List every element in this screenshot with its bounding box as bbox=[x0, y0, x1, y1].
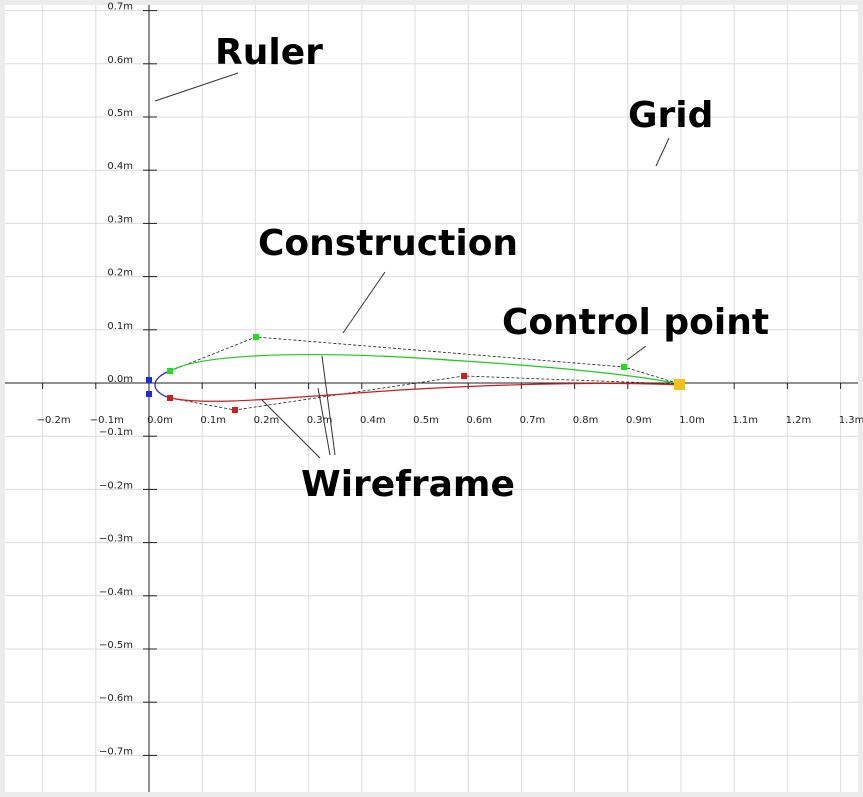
control-point[interactable] bbox=[461, 373, 467, 379]
annotation: Wireframe bbox=[301, 464, 515, 505]
leader bbox=[655, 137, 670, 167]
x-ruler-label: 1.2m bbox=[786, 415, 812, 426]
lower-surface bbox=[169, 382, 681, 402]
x-ruler-label: 1.1m bbox=[732, 415, 758, 426]
x-ruler-label: 0.1m bbox=[200, 415, 226, 426]
x-ruler-label: 0.2m bbox=[254, 415, 280, 426]
control-point[interactable] bbox=[146, 377, 152, 383]
annotation-leaders bbox=[154, 72, 670, 459]
y-ruler-label: 0.1m bbox=[107, 321, 133, 332]
annotation: Grid bbox=[628, 95, 713, 136]
grid bbox=[5, 5, 858, 792]
control-point[interactable] bbox=[232, 407, 238, 413]
leader bbox=[321, 355, 336, 456]
y-ruler-label: 0.3m bbox=[107, 214, 133, 225]
x-ruler-label: 1.0m bbox=[679, 415, 705, 426]
y-ruler-label: −0.1m bbox=[99, 427, 133, 438]
y-ruler-label: −0.3m bbox=[99, 534, 133, 545]
leader bbox=[261, 399, 321, 459]
upper-surface bbox=[169, 354, 681, 385]
x-ruler-label: 0.9m bbox=[626, 415, 652, 426]
x-ruler-label: 0.5m bbox=[413, 415, 439, 426]
canvas-background bbox=[5, 5, 858, 792]
leading-edge bbox=[154, 370, 171, 399]
annotation: Construction bbox=[258, 223, 518, 264]
leader bbox=[626, 345, 647, 361]
wireframe bbox=[154, 354, 681, 402]
x-ruler-label: −0.2m bbox=[37, 415, 71, 426]
y-ruler-label: 0.4m bbox=[107, 161, 133, 172]
annotation: Ruler bbox=[215, 32, 323, 73]
x-ruler-label: 0.0m bbox=[147, 415, 173, 426]
y-ruler-label: 0.7m bbox=[107, 2, 133, 13]
y-ruler-label: −0.5m bbox=[99, 640, 133, 651]
y-ruler-label: −0.6m bbox=[99, 693, 133, 704]
control-point[interactable] bbox=[146, 391, 152, 397]
y-ruler-label: 0.0m bbox=[107, 374, 133, 385]
control-points bbox=[146, 334, 685, 413]
control-point[interactable] bbox=[253, 334, 259, 340]
control-point[interactable] bbox=[167, 368, 173, 374]
y-ruler-label: −0.2m bbox=[99, 480, 133, 491]
leader bbox=[154, 72, 239, 102]
annotation: Control point bbox=[502, 302, 769, 343]
x-ruler-label: 0.6m bbox=[466, 415, 492, 426]
control-point[interactable] bbox=[621, 364, 627, 370]
x-ruler-label: 0.4m bbox=[360, 415, 386, 426]
x-ruler-label: 0.8m bbox=[573, 415, 599, 426]
x-ruler-label: 1.3m bbox=[839, 415, 863, 426]
control-point[interactable] bbox=[167, 395, 173, 401]
y-ruler-label: −0.7m bbox=[99, 746, 133, 757]
x-ruler-label: −0.1m bbox=[90, 415, 124, 426]
y-ruler-label: 0.2m bbox=[107, 268, 133, 279]
x-ruler-label: 0.7m bbox=[520, 415, 546, 426]
y-ruler-label: 0.6m bbox=[107, 55, 133, 66]
x-ruler-label: 0.3m bbox=[307, 415, 333, 426]
y-ruler-label: −0.4m bbox=[99, 587, 133, 598]
y-ruler-label: 0.5m bbox=[107, 108, 133, 119]
trailing-edge-point[interactable] bbox=[674, 379, 685, 390]
leader bbox=[342, 271, 386, 334]
leader bbox=[317, 387, 331, 456]
construction-upper bbox=[169, 336, 681, 385]
